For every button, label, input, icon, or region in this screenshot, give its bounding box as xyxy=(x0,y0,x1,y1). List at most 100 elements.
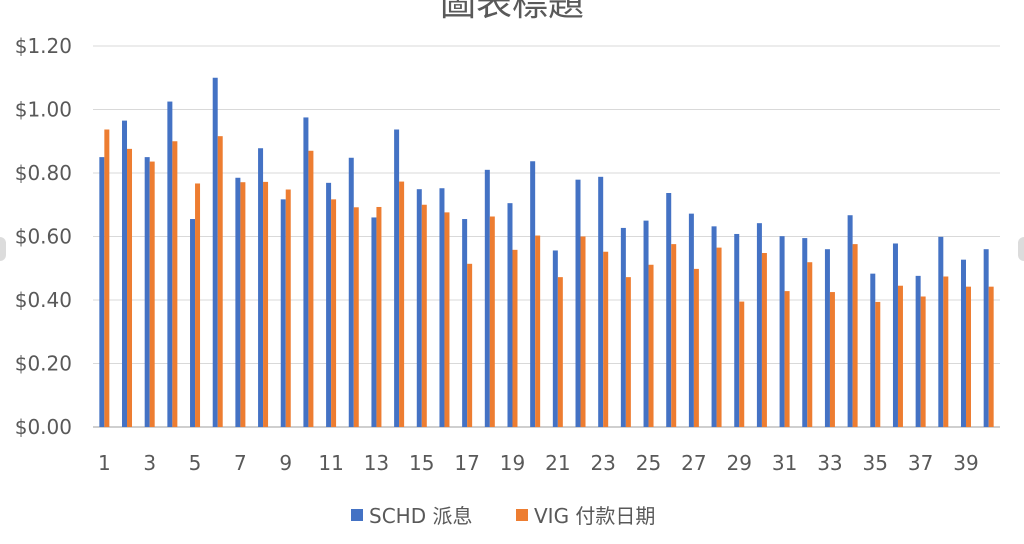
x-tick-label: 39 xyxy=(953,451,978,475)
bar-vig xyxy=(897,285,903,427)
x-tick-label: 29 xyxy=(727,451,752,475)
x-tick-label: 23 xyxy=(590,451,615,475)
left-resize-handle[interactable] xyxy=(0,237,6,261)
bar-schd xyxy=(575,179,581,427)
x-tick-label: 27 xyxy=(681,451,706,475)
x-tick-label: 7 xyxy=(234,451,247,475)
bar-schd xyxy=(462,219,468,427)
x-tick-label: 25 xyxy=(636,451,661,475)
x-tick-label: 31 xyxy=(772,451,797,475)
bar-schd xyxy=(734,233,740,427)
x-tick-label: 19 xyxy=(500,451,525,475)
bar-schd xyxy=(507,203,513,427)
bar-vig xyxy=(671,244,677,427)
gridlines xyxy=(93,45,1000,428)
bar-schd xyxy=(235,177,241,427)
bar-vig xyxy=(988,286,994,427)
bar-schd xyxy=(620,227,626,427)
bar-vig xyxy=(535,235,541,427)
bar-schd xyxy=(416,189,422,427)
bars xyxy=(99,77,994,428)
bar-schd xyxy=(348,157,354,427)
bar-vig xyxy=(784,291,790,427)
x-tick-label: 5 xyxy=(189,451,202,475)
bar-vig xyxy=(376,206,382,427)
bar-vig xyxy=(875,301,881,427)
x-tick-label: 37 xyxy=(908,451,933,475)
bar-schd xyxy=(122,120,128,428)
bar-vig xyxy=(240,182,246,427)
bar-schd xyxy=(530,161,536,427)
bar-schd xyxy=(779,236,785,427)
bar-vig xyxy=(625,277,631,427)
axes: $0.00$0.20$0.40$0.60$0.80$1.00$1.201 3 5 7 9… xyxy=(15,34,979,475)
bar-vig xyxy=(943,276,949,427)
bar-schd xyxy=(326,182,332,427)
y-tick-label: $0.20 xyxy=(15,352,72,376)
bar-vig xyxy=(965,286,971,427)
bar-vig xyxy=(353,207,359,427)
bar-vig xyxy=(648,264,654,427)
bar-schd xyxy=(394,129,400,427)
bar-vig xyxy=(399,181,405,427)
bar-schd xyxy=(983,249,989,427)
right-resize-handle[interactable] xyxy=(1018,237,1024,261)
bar-vig xyxy=(512,249,518,427)
bar-vig xyxy=(149,161,155,427)
bar-schd xyxy=(484,169,490,427)
bar-vig xyxy=(693,268,699,427)
bar-schd xyxy=(144,157,150,427)
legend-label: VIG 付款日期 xyxy=(534,504,655,528)
x-tick-label: 3 xyxy=(143,451,156,475)
bar-schd xyxy=(666,193,672,427)
y-tick-label: $0.80 xyxy=(15,161,72,185)
bar-schd xyxy=(280,199,286,427)
bar-schd xyxy=(371,217,377,427)
x-tick-label: 17 xyxy=(454,451,479,475)
legend-swatch xyxy=(516,509,528,521)
bar-schd xyxy=(212,77,218,427)
y-tick-label: $1.00 xyxy=(15,98,72,122)
y-tick-label: $0.60 xyxy=(15,225,72,249)
x-tick-label: 35 xyxy=(863,451,888,475)
bar-vig xyxy=(467,263,473,427)
bar-vig xyxy=(557,277,563,427)
bar-schd xyxy=(643,220,649,427)
bar-vig xyxy=(807,262,813,427)
bar-schd xyxy=(439,188,445,427)
bar-schd xyxy=(167,101,173,427)
bar-schd xyxy=(960,259,966,427)
bar-schd xyxy=(892,243,898,427)
bar-schd xyxy=(552,250,558,427)
x-tick-label: 1 xyxy=(98,451,111,475)
bar-schd xyxy=(938,236,944,427)
bar-vig xyxy=(263,181,269,427)
bar-schd xyxy=(915,275,921,427)
x-tick-label: 11 xyxy=(318,451,343,475)
bar-vig xyxy=(421,204,427,427)
legend: SCHD 派息 VIG 付款日期 xyxy=(351,504,655,528)
x-tick-label: 15 xyxy=(409,451,434,475)
bar-vig xyxy=(127,148,133,427)
bar-schd xyxy=(870,273,876,427)
bar-schd xyxy=(847,215,853,427)
bar-vig xyxy=(603,251,609,427)
x-tick-label: 33 xyxy=(817,451,842,475)
x-tick-label: 13 xyxy=(364,451,389,475)
bar-vig xyxy=(308,150,314,427)
bar-schd xyxy=(598,176,604,427)
bar-schd xyxy=(99,157,105,427)
bar-vig xyxy=(761,253,767,427)
legend-swatch xyxy=(351,509,363,521)
y-tick-label: $1.20 xyxy=(15,34,72,58)
chart-title: 圖表標題 xyxy=(439,0,584,24)
bar-vig xyxy=(489,216,495,427)
bar-vig xyxy=(217,136,223,428)
y-tick-label: $0.40 xyxy=(15,288,72,312)
bar-vig xyxy=(172,141,178,427)
bar-vig xyxy=(852,244,858,427)
bar-vig xyxy=(580,236,586,427)
bar-schd xyxy=(711,226,717,427)
bar-vig xyxy=(920,296,926,427)
